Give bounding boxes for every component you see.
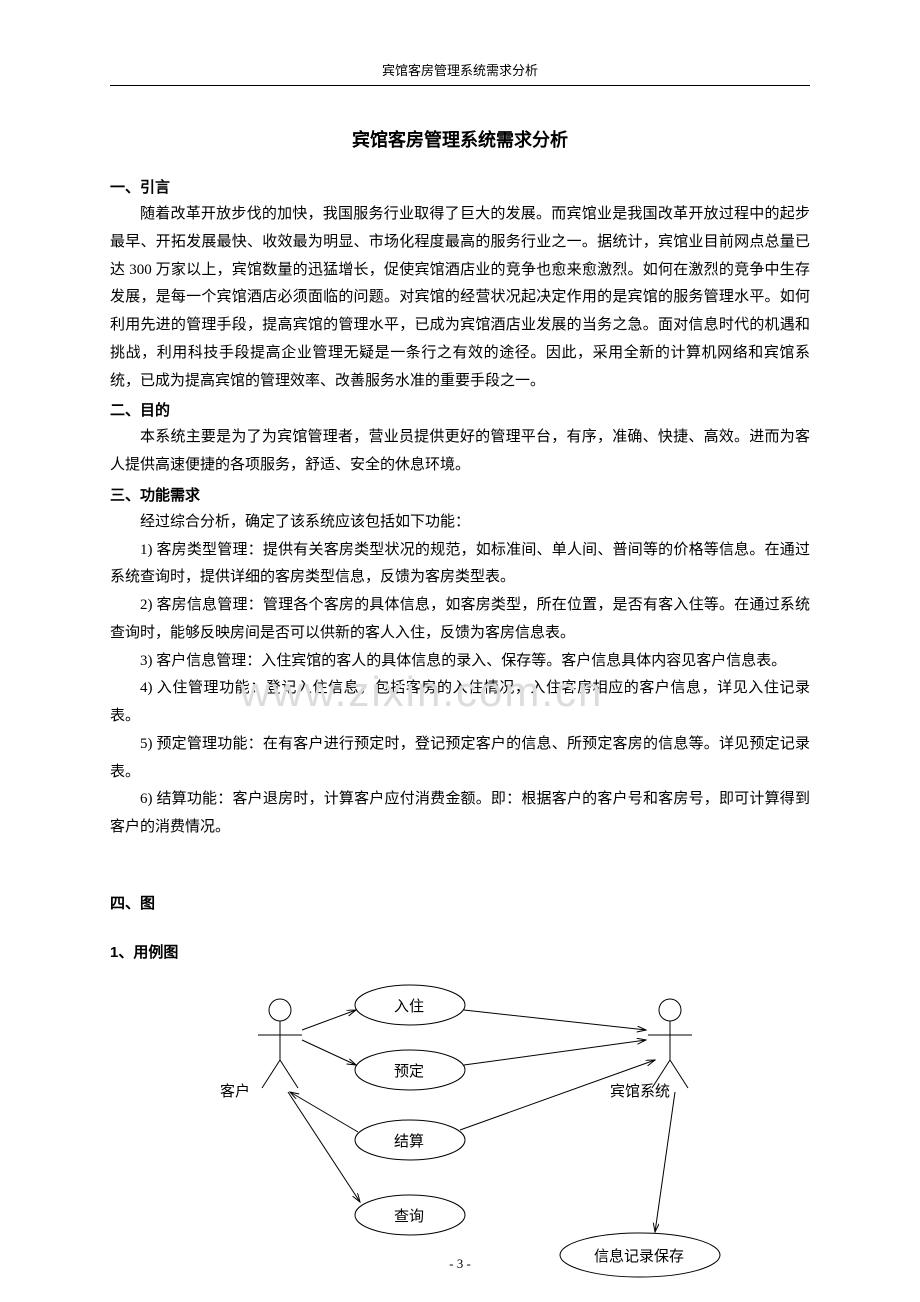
actor-system-label: 宾馆系统 [610,1080,670,1101]
section-4-sub-heading: 1、用例图 [110,941,810,962]
edge-customer-query [288,1092,360,1202]
actor-system-icon [648,999,692,1088]
usecase-save-label: 信息记录保存 [594,1245,684,1266]
section-1-heading: 一、引言 [110,176,810,197]
section-1-body: 随着改革开放步伐的加快，我国服务行业取得了巨大的发展。而宾馆业是我国改革开放过程… [110,201,810,395]
section-3-item-6: 6) 结算功能：客户退房时，计算客户应付消费金额。即：根据客户的客户号和客房号，… [110,786,810,842]
edge-system-save [655,1092,675,1232]
usecase-checkin-label: 入住 [394,995,424,1016]
section-3-item-1: 1) 客房类型管理：提供有关客房类型状况的规范，如标准间、单人间、普间等的价格等… [110,537,810,593]
diagram-svg [110,980,810,1290]
running-header: 宾馆客房管理系统需求分析 [110,60,810,79]
header-rule [110,85,810,86]
edge-customer-checkin [302,1010,356,1030]
actor-customer-label: 客户 [220,1080,250,1101]
section-3-item-5: 5) 预定管理功能：在有客户进行预定时，登记预定客户的信息、所预定客房的信息等。… [110,731,810,787]
actor-customer-icon [258,999,302,1088]
edge-settle-customer [290,1092,358,1132]
usecase-query-label: 查询 [394,1205,424,1226]
section-3-item-3: 3) 客户信息管理：入住宾馆的客人的具体信息的录入、保存等。客户信息具体内容见客… [110,648,810,676]
section-3-item-2: 2) 客房信息管理：管理各个客房的具体信息，如客房类型，所在位置，是否有客入住等… [110,592,810,648]
edge-checkin-system [464,1010,646,1030]
section-2-heading: 二、目的 [110,399,810,420]
usecase-reserve-label: 预定 [394,1060,424,1081]
section-3-intro: 经过综合分析，确定了该系统应该包括如下功能： [110,509,810,537]
edge-customer-reserve [302,1040,356,1065]
edge-reserve-system [464,1040,646,1065]
section-3-heading: 三、功能需求 [110,484,810,505]
section-4-heading: 四、图 [110,892,810,913]
section-2-body: 本系统主要是为了为宾馆管理者，营业员提供更好的管理平台，有序，准确、快捷、高效。… [110,424,810,480]
section-3-item-4: 4) 入住管理功能：登记入住信息，包括客房的入住情况，入住客房相应的客户信息，详… [110,675,810,731]
use-case-diagram: 客户 宾馆系统 入住 预定 结算 查询 信息记录保存 [110,980,810,1290]
page-title: 宾馆客房管理系统需求分析 [110,126,810,152]
usecase-settle-label: 结算 [394,1130,424,1151]
